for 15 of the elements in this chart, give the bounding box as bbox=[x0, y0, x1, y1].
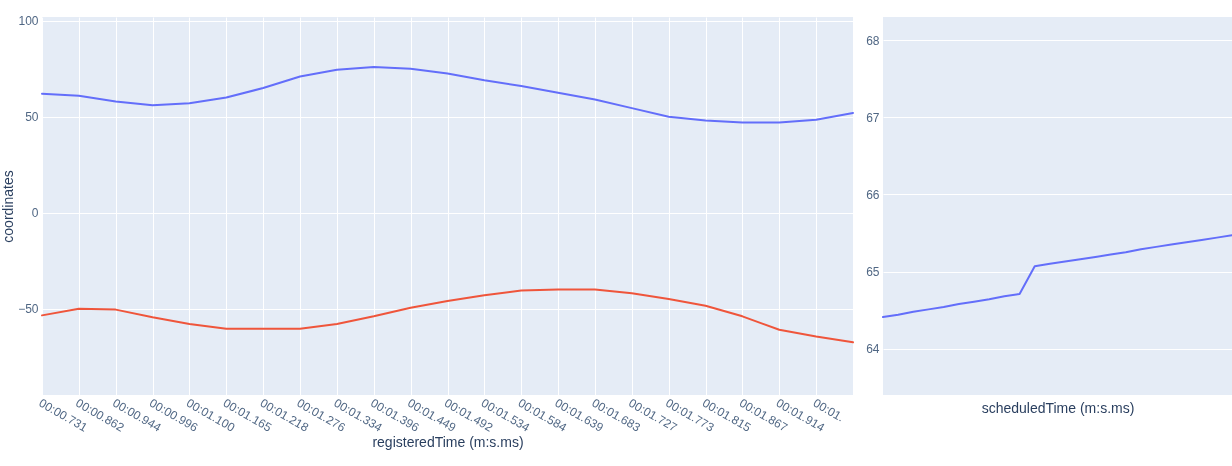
y-tick-label: 67 bbox=[866, 110, 880, 125]
y-axis-title: coordinates bbox=[0, 170, 17, 243]
y-tick-label: −50 bbox=[18, 302, 39, 317]
y-tick-label: 64 bbox=[866, 342, 880, 357]
y-tick-label: 100 bbox=[18, 14, 39, 29]
y-tick-label: 50 bbox=[25, 110, 39, 125]
y-tick-label: 66 bbox=[866, 187, 880, 202]
y-tick-label: 68 bbox=[866, 33, 880, 48]
y-tick-label: 65 bbox=[866, 265, 880, 280]
x-axis-title: registeredTime (m:s.ms) bbox=[372, 433, 524, 450]
line-series bbox=[41, 288, 854, 344]
x-axis-title: scheduledTime (m:s.ms) bbox=[981, 399, 1135, 416]
line-series bbox=[41, 65, 854, 124]
line-series bbox=[882, 234, 1232, 319]
y-tick-label: 0 bbox=[31, 206, 39, 221]
